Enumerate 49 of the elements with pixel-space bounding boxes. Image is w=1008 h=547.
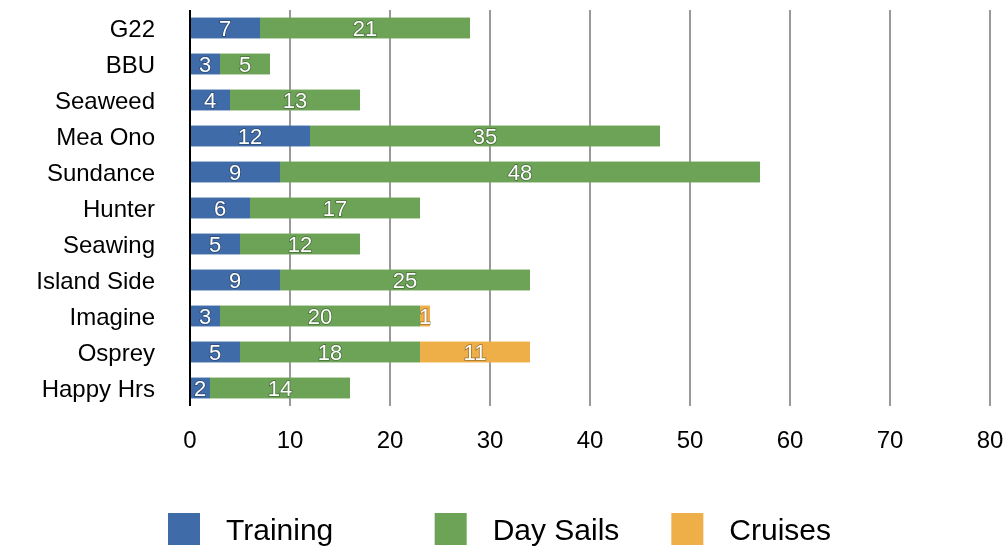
bar — [310, 125, 660, 147]
data-label: 17 — [322, 195, 348, 221]
data-label: 11 — [463, 339, 487, 365]
data-label: 6 — [213, 195, 227, 221]
x-tick-label: 70 — [876, 426, 904, 453]
data-label: 3 — [198, 303, 212, 329]
data-label: 12 — [287, 231, 313, 257]
y-tick-label: Island Side — [36, 266, 155, 294]
y-tick-label: Mea Ono — [56, 122, 155, 150]
x-tick-label: 10 — [276, 426, 304, 453]
data-label: 5 — [238, 51, 252, 77]
data-label: 5 — [208, 231, 222, 257]
legend-label: Training — [226, 512, 334, 546]
data-label: 2 — [193, 375, 207, 401]
data-label: 48 — [507, 159, 533, 185]
data-label: 18 — [317, 339, 343, 365]
x-tick-label: 20 — [376, 426, 404, 453]
data-label: 7 — [218, 15, 232, 41]
bar — [280, 269, 530, 291]
y-tick-label: Sundance — [46, 158, 155, 186]
legend-label: Cruises — [729, 512, 832, 546]
x-tick-label: 0 — [183, 426, 197, 453]
x-tick-label: 30 — [476, 426, 504, 453]
x-tick-label: 50 — [676, 426, 704, 453]
data-label: 12 — [237, 123, 263, 149]
data-label: 25 — [392, 267, 418, 293]
y-tick-label: BBU — [105, 50, 155, 78]
data-label: 20 — [307, 303, 333, 329]
y-tick-label: Imagine — [69, 302, 155, 330]
data-label: 13 — [282, 87, 308, 113]
x-tick-label: 40 — [576, 426, 604, 453]
data-label: 9 — [228, 267, 242, 293]
data-label: 3 — [198, 51, 212, 77]
y-tick-label: Happy Hrs — [41, 374, 155, 402]
data-label: 35 — [472, 123, 498, 149]
data-label: 14 — [267, 375, 293, 401]
data-label: 4 — [203, 87, 217, 113]
data-label: 9 — [228, 159, 242, 185]
x-tick-label: 80 — [976, 426, 1004, 453]
data-label: 21 — [352, 15, 378, 41]
x-tick-label: 60 — [776, 426, 804, 453]
y-tick-label: G22 — [109, 14, 155, 42]
bar — [280, 161, 760, 183]
legend-label: Day Sails — [492, 512, 620, 546]
data-label: 5 — [208, 339, 222, 365]
y-tick-label: Seawing — [62, 230, 155, 258]
y-tick-label: Seaweed — [54, 86, 155, 114]
y-tick-label: Osprey — [77, 338, 155, 366]
y-tick-label: Hunter — [82, 194, 155, 222]
